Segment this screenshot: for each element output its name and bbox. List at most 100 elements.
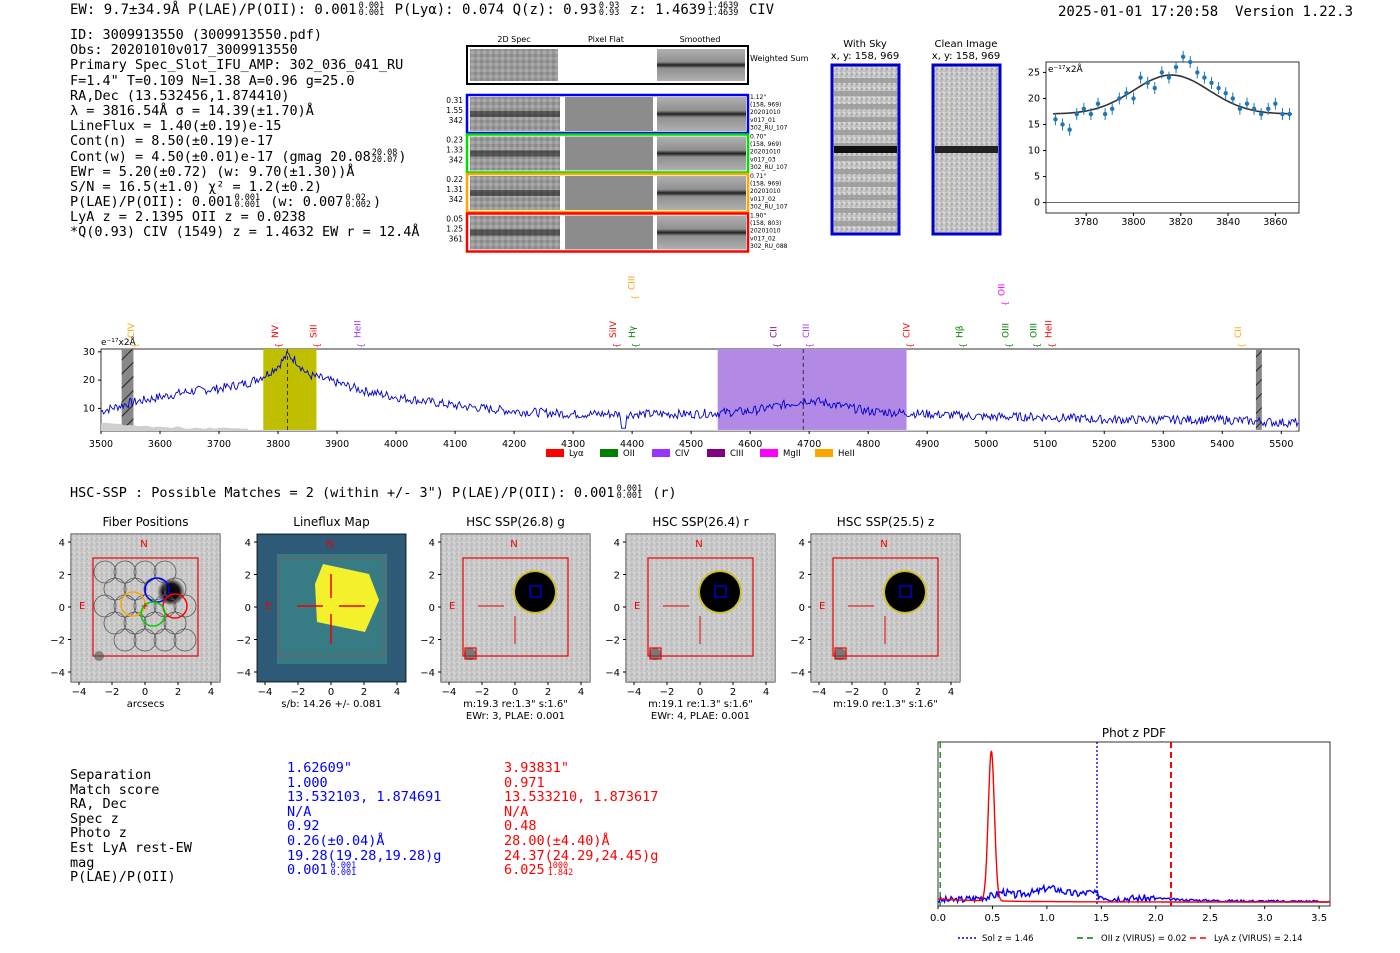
cutout-row-number: 0.22 [446, 175, 463, 184]
hsc-panel-caption: EWr: 4, PLAE: 0.001 [651, 711, 750, 722]
cutout-2dspec-trace [470, 230, 560, 236]
hsc-ytick-label: 4 [429, 538, 435, 549]
hsc-ytick-label: −4 [605, 668, 620, 679]
hsc-panel-title: Fiber Positions [102, 515, 188, 529]
spectrum-ytick-label: 20 [83, 375, 95, 386]
spectrum-xtick-label: 5400 [1210, 439, 1234, 450]
spectrum-line-bracket: { [274, 343, 283, 348]
hsc-xtick-label: −2 [845, 687, 860, 698]
spectrum-line-bracket: { [906, 343, 915, 348]
cutout-row-meta: v017_01 [750, 117, 776, 124]
spectrum-legend-label: CIII [730, 449, 743, 459]
cutout-row-number: 0.05 [446, 215, 463, 224]
photz-legend-label: OII z (VIRUS) = 0.02 [1101, 934, 1187, 944]
spectrum-legend-label: CIV [675, 449, 689, 459]
cutout-row-number: 342 [449, 116, 464, 125]
zoom-xtick-label: 3800 [1121, 217, 1145, 228]
spectrum-line-labels: CIV{NV{SiII{HeII{SiIV{CIII{Hγ{CII{CIII{C… [127, 276, 1246, 348]
match2-values: 3.93831" 0.971 13.533210, 1.873617 N/A 0… [504, 761, 658, 878]
hsc-panel-xlabel: m:19.1 re:1.3" s:1.6" [648, 699, 753, 710]
hsc-xtick-label: −2 [105, 687, 120, 698]
spectrum-cutouts: 2D Spec Pixel Flat Smoothed Weighted Sum… [446, 35, 808, 252]
cutout-row-meta: 20201010 [750, 228, 781, 235]
hsc-xtick-label: −2 [660, 687, 675, 698]
cutout-row-meta: 20201010 [750, 188, 781, 195]
match1-value: 1.000 [287, 776, 441, 791]
zoom-point [1174, 65, 1178, 69]
full-spectrum-chart: CIV {NV {SiII {HeII {SiIV {CIII {Hγ {CII {CIII {C… [83, 276, 1299, 459]
hsc-panel-xlabel: s/b: 14.26 +/- 0.081 [281, 699, 381, 710]
spectrum-line-label: CII [770, 326, 780, 338]
sky-stripe [834, 91, 897, 96]
hsc-xtick-label: −4 [812, 687, 827, 698]
hsc-ytick-label: 0 [245, 603, 251, 614]
spectrum-xtick-label: 5000 [974, 439, 998, 450]
zoom-line-fit-chart: e⁻¹⁷x2Å 3780 3800 3820 3840 38600510152025 [1028, 51, 1299, 228]
cutout-row-number: 342 [449, 195, 464, 204]
fiber-center-plus: + [141, 601, 149, 612]
photz-xtick-label: 2.0 [1148, 913, 1164, 924]
cutout-row-meta: 0.71" [750, 173, 766, 180]
spectrum-xtick-label: 4000 [384, 439, 408, 450]
zoom-ytick-label: 10 [1028, 146, 1040, 157]
spectrum-line-label: OII [998, 284, 1008, 296]
zoom-point [1280, 112, 1284, 116]
cutout-row-meta: 302_RU_088 [750, 243, 788, 250]
photz-pdf-chart: Phot z PDF 0.0 0.5 1.0 1.5 2.0 2.5 3.0 3.5 Sol … [930, 726, 1330, 944]
spectrum-xtick-label: 3700 [207, 439, 231, 450]
spectrum-legend-label: MgII [783, 449, 801, 459]
spectrum-legend-swatch [600, 449, 618, 457]
weighted-smoothed [657, 49, 745, 81]
spectrum-line-label: CIV [903, 322, 913, 338]
hsc-ytick-label: 4 [245, 538, 251, 549]
cutout-header-pixelflat: Pixel Flat [588, 35, 624, 44]
hsc-panel-title: HSC SSP(25.5) z [837, 515, 935, 529]
sky-stripe [834, 78, 897, 83]
hsc-north-label: N [695, 539, 702, 550]
zoom-point [1273, 101, 1277, 105]
cutout-pixelflat [565, 216, 653, 250]
match-label: Photo z [70, 826, 192, 841]
zoom-point [1245, 101, 1249, 105]
cutout-header-2dspec: 2D Spec [497, 35, 530, 44]
cutout-row-meta: 302_RU_107 [750, 124, 788, 131]
hsc-xtick-label: −4 [72, 687, 87, 698]
cutout-rows: 0.311.553421.12"(158, 969)20201010v017_0… [446, 94, 787, 252]
spectrum-line-bracket: { [357, 343, 366, 348]
spectrum-xtick-label: 3600 [148, 439, 172, 450]
sky-stripe [834, 117, 897, 122]
spectrum-civ-window [718, 349, 907, 431]
hsc-panel-title: HSC SSP(26.8) g [466, 515, 565, 529]
sky-stripe [834, 208, 897, 213]
hsc-xtick-label: 2 [730, 687, 736, 698]
cutout-header-smoothed: Smoothed [680, 35, 721, 44]
zoom-point [1053, 117, 1057, 121]
spectrum-line-bracket: { [805, 343, 814, 348]
match2-value: 13.533210, 1.873617 [504, 790, 658, 805]
match1-value: 0.92 [287, 819, 441, 834]
match-label: Est LyA rest-EW [70, 841, 192, 856]
spectrum-legend-label: OII [623, 449, 635, 459]
zoom-xtick-label: 3780 [1074, 217, 1098, 228]
hsc-xtick-label: 0 [882, 687, 888, 698]
spectrum-line-label: Hγ [628, 325, 638, 338]
spectrum-legend-swatch [815, 449, 833, 457]
photz-xtick-label: 2.5 [1202, 913, 1218, 924]
hsc-xtick-label: 2 [545, 687, 551, 698]
spectrum-legend-swatch [652, 449, 670, 457]
spectrum-xtick-label: 5500 [1269, 439, 1293, 450]
cutout-row-meta: (158, 803) [750, 220, 781, 227]
spectrum-line-label: SiIV [609, 320, 619, 338]
sky-stripe [834, 195, 897, 200]
zoom-point [1138, 75, 1142, 79]
spectrum-lya-window [263, 349, 316, 431]
hsc-xtick-label: −4 [627, 687, 642, 698]
spectrum-legend: Lyα OII CIV CIII MgII HeII [546, 449, 855, 459]
hsc-panel-xlabel: m:19.3 re:1.3" s:1.6" [463, 699, 568, 710]
match1-value: 13.532103, 1.874691 [287, 790, 441, 805]
photz-xtick-label: 3.5 [1311, 913, 1327, 924]
zoom-point [1145, 81, 1149, 85]
cutout-row-number: 1.55 [446, 106, 463, 115]
with-sky-trace [834, 146, 897, 153]
cutout-row-meta: v017_02 [750, 196, 776, 203]
